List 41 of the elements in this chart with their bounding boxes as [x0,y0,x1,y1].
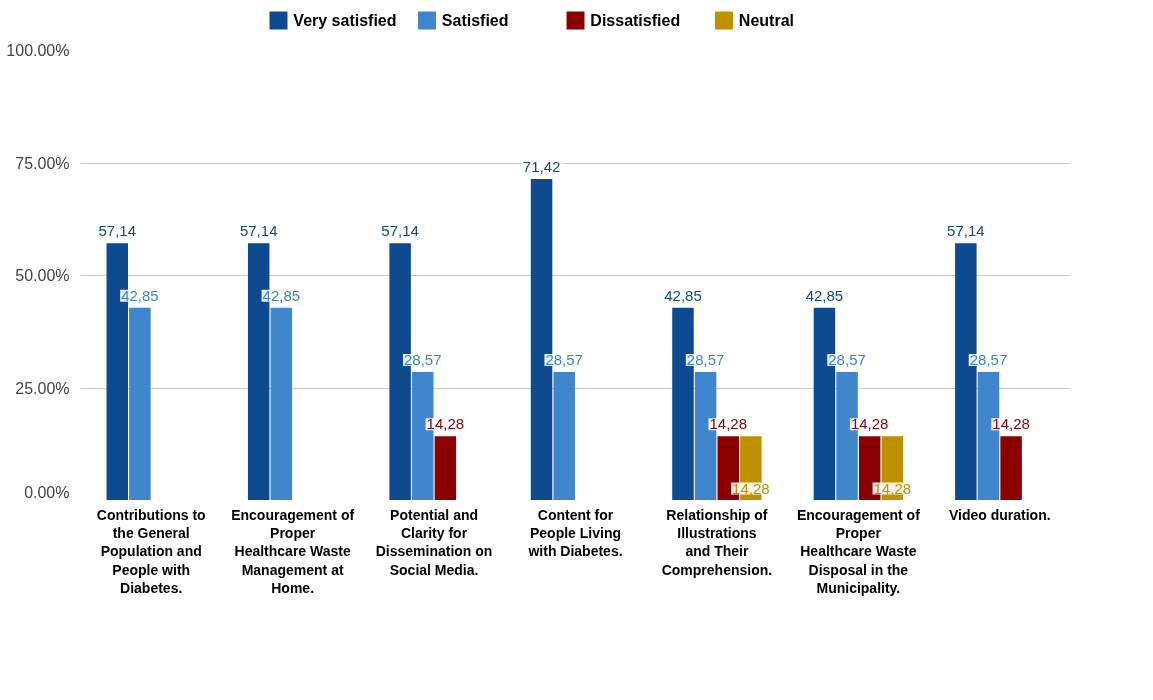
y-tick-label: 75.00% [15,154,70,172]
data-label: 28,57 [545,350,583,368]
y-tick-label: 100.00% [6,42,70,59]
x-tick-label: Content for People Living with Diabetes. [527,506,623,560]
legend-label: Satisfied [441,12,509,29]
y-tick-label: 25.00% [15,379,70,397]
data-label: 28,57 [403,350,442,368]
data-label: 57,14 [947,222,985,240]
x-tick-label: Contributions to the General Population and People with Diabetes. [96,506,206,597]
x-tick-label: Potential and Clarity for Dissemination on Social Media. [375,506,493,578]
legend-label: Very satisfied [293,12,397,29]
y-tick-label: 0.00% [24,483,70,501]
x-tick-label: Encouragement of Proper Healthcare Waste Disposal in the Municipality. [796,506,921,597]
data-label: 14,28 [873,479,912,497]
data-label: 42,85 [664,286,702,304]
bar [1000,436,1022,500]
data-label: 14,28 [709,415,748,433]
data-label: 28,57 [969,350,1008,368]
data-label: 71,42 [522,158,561,176]
data-label: 14,28 [732,479,770,497]
data-label: 28,57 [686,350,725,368]
data-label: 57,14 [381,222,419,240]
y-tick-label: 50.00% [15,267,70,284]
x-tick-label: Encouragement of Proper Healthcare Waste Management at Home. [231,506,355,597]
data-label: 28,57 [828,350,866,368]
data-label: 42,85 [121,286,159,304]
data-label: 14,28 [850,415,889,433]
bar [129,307,151,500]
data-label: 42,85 [805,286,844,304]
data-label: 14,28 [426,415,465,433]
bar [553,371,575,500]
data-label: 14,28 [992,415,1030,433]
legend-label: Dissatisfied [590,12,681,29]
bar [270,307,293,500]
legend-label: Neutral [738,12,794,29]
x-tick-label: Relationship of Illustrations and Their Comprehension. [661,506,773,578]
bar [434,436,457,500]
data-label: 42,85 [262,286,301,304]
data-label: 57,14 [98,222,137,240]
x-tick-label: Video duration. [948,506,1051,523]
data-label: 57,14 [239,222,278,240]
